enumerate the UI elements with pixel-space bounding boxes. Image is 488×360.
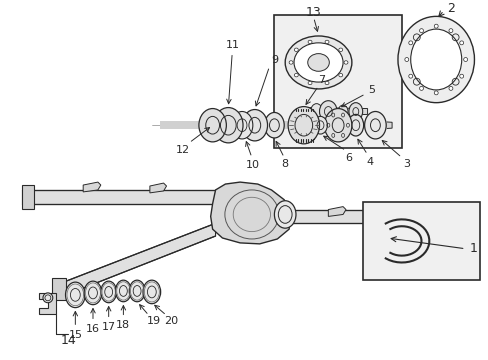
Text: 3: 3: [403, 159, 409, 170]
Ellipse shape: [242, 109, 267, 141]
Ellipse shape: [325, 81, 328, 85]
Text: 17: 17: [102, 322, 116, 332]
Ellipse shape: [288, 61, 292, 64]
Ellipse shape: [419, 86, 423, 90]
Ellipse shape: [101, 281, 116, 303]
Ellipse shape: [43, 293, 53, 303]
Ellipse shape: [294, 73, 298, 77]
Ellipse shape: [231, 112, 252, 139]
Polygon shape: [404, 204, 421, 229]
Ellipse shape: [274, 201, 295, 228]
Ellipse shape: [294, 48, 298, 51]
Polygon shape: [63, 223, 215, 296]
Ellipse shape: [285, 36, 351, 89]
Ellipse shape: [347, 114, 363, 136]
Ellipse shape: [142, 280, 161, 304]
Ellipse shape: [433, 24, 437, 28]
Ellipse shape: [419, 29, 423, 33]
Text: 6: 6: [345, 153, 352, 163]
Polygon shape: [293, 112, 313, 139]
Text: 14: 14: [61, 334, 76, 347]
Ellipse shape: [408, 41, 412, 45]
Ellipse shape: [344, 61, 347, 64]
Ellipse shape: [313, 116, 326, 134]
Ellipse shape: [338, 73, 342, 77]
Text: 4: 4: [365, 157, 372, 167]
Text: 2: 2: [446, 2, 454, 15]
Text: 18: 18: [116, 320, 130, 330]
Bar: [362, 202, 479, 280]
Text: 12: 12: [176, 145, 190, 155]
Ellipse shape: [324, 109, 351, 142]
Polygon shape: [149, 183, 166, 193]
Polygon shape: [327, 207, 346, 216]
Polygon shape: [308, 108, 367, 116]
Ellipse shape: [65, 282, 85, 307]
Ellipse shape: [448, 29, 452, 33]
Ellipse shape: [338, 105, 347, 118]
Ellipse shape: [459, 41, 463, 45]
Polygon shape: [83, 182, 101, 192]
Ellipse shape: [404, 58, 408, 62]
Text: 16: 16: [86, 324, 100, 334]
Polygon shape: [52, 278, 65, 300]
Ellipse shape: [129, 280, 144, 302]
Ellipse shape: [199, 109, 226, 142]
Polygon shape: [375, 121, 391, 129]
Polygon shape: [22, 190, 215, 204]
Text: 7: 7: [317, 75, 325, 85]
Ellipse shape: [307, 40, 311, 44]
Text: 1: 1: [468, 242, 476, 255]
Ellipse shape: [307, 54, 328, 71]
Ellipse shape: [84, 281, 102, 305]
Text: 5: 5: [367, 85, 374, 95]
Text: 10: 10: [245, 161, 259, 170]
Bar: [274, 15, 401, 148]
Ellipse shape: [307, 81, 311, 85]
Ellipse shape: [338, 48, 342, 51]
Ellipse shape: [310, 104, 322, 119]
Text: 19: 19: [146, 316, 161, 327]
Ellipse shape: [348, 103, 362, 120]
Ellipse shape: [459, 74, 463, 78]
Text: 11: 11: [226, 40, 240, 50]
Ellipse shape: [213, 108, 243, 143]
Text: 20: 20: [164, 316, 178, 327]
Ellipse shape: [325, 40, 328, 44]
Ellipse shape: [408, 74, 412, 78]
Text: 15: 15: [68, 330, 82, 340]
Ellipse shape: [364, 112, 386, 139]
Polygon shape: [288, 210, 416, 223]
Ellipse shape: [293, 43, 343, 82]
Ellipse shape: [115, 280, 131, 302]
Ellipse shape: [433, 91, 437, 95]
Text: 13: 13: [305, 6, 321, 19]
Ellipse shape: [319, 101, 337, 122]
Text: 8: 8: [281, 159, 288, 170]
Text: 9: 9: [270, 54, 277, 64]
Polygon shape: [160, 121, 386, 129]
Ellipse shape: [264, 112, 284, 138]
Polygon shape: [39, 293, 56, 314]
Polygon shape: [22, 185, 34, 208]
Ellipse shape: [397, 16, 473, 103]
Ellipse shape: [410, 29, 461, 90]
Ellipse shape: [463, 58, 467, 62]
Polygon shape: [210, 182, 290, 244]
Ellipse shape: [287, 107, 319, 144]
Ellipse shape: [448, 86, 452, 90]
